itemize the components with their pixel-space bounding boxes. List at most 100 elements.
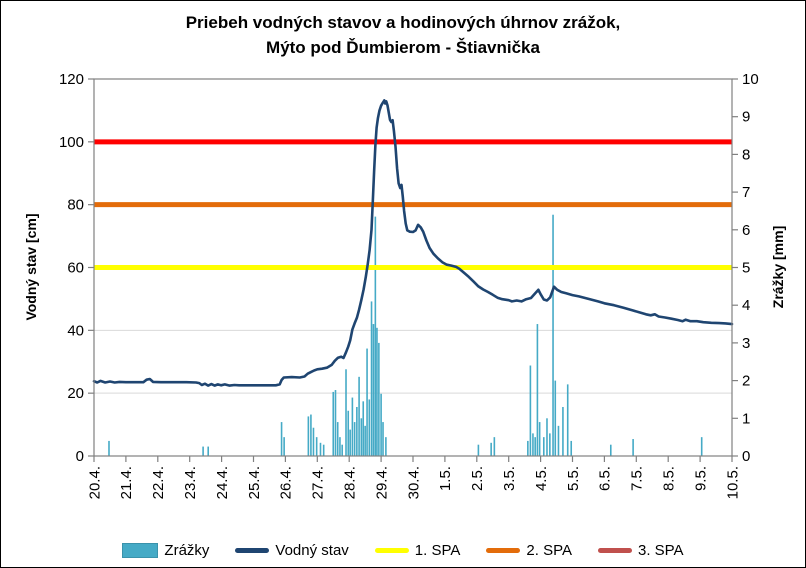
x-tick-label: 29.4. (373, 466, 390, 499)
right-tick-label: 1 (742, 410, 750, 427)
precip-bar (370, 301, 373, 456)
precip-bar (552, 214, 554, 456)
x-tick-label: 25.4. (246, 466, 263, 499)
x-tick-label: 27.4. (310, 466, 327, 499)
precip-bar (538, 422, 541, 456)
precip-bar (283, 437, 285, 456)
precip-bar (632, 439, 634, 456)
legend-label: 2. SPA (526, 542, 572, 559)
precip-bar (380, 393, 382, 456)
x-tick-label: 9.5. (692, 466, 709, 491)
x-tick-label: 26.4. (278, 466, 295, 499)
left-tick-label: 80 (67, 197, 84, 214)
precip-bar (490, 442, 492, 456)
x-tick-label: 6.5. (597, 466, 614, 491)
precip-bar (546, 418, 548, 456)
left-tick-label: 60 (67, 260, 84, 277)
precip-bar (207, 446, 210, 456)
x-tick-label: 3.5. (501, 466, 518, 491)
left-tick-label: 100 (59, 134, 84, 151)
precip-bar (358, 376, 360, 456)
precip-bar (351, 397, 354, 456)
right-tick-label: 0 (742, 448, 750, 465)
x-tick-label: 8.5. (660, 466, 677, 491)
left-tick-label: 0 (76, 448, 84, 465)
x-tick-label: 28.4. (341, 466, 358, 499)
right-tick-label: 8 (742, 146, 750, 163)
precip-bar (362, 401, 365, 456)
precip-bar (378, 342, 380, 456)
x-tick-label: 30.4. (405, 466, 422, 499)
x-tick-label: 4.5. (533, 466, 550, 491)
precip-bar (554, 380, 557, 456)
precip-bar (280, 422, 283, 456)
precip-bar (108, 440, 110, 456)
chart-title-line1: Priebeh vodných stavov a hodinových úhrn… (185, 13, 621, 32)
precip-bar (345, 369, 347, 456)
precip-bar (529, 365, 532, 456)
chart-title-line2: Mýto pod Ďumbierom - Štiavnička (266, 38, 540, 57)
precip-bar (336, 422, 339, 456)
x-tick-label: 1.5. (437, 466, 454, 491)
right-tick-label: 2 (742, 373, 750, 390)
water-level-line (92, 99, 734, 387)
legend-label: 3. SPA (637, 542, 684, 559)
right-tick-label: 4 (742, 297, 750, 314)
left-tick-label: 20 (67, 385, 84, 402)
precip-bar (347, 410, 350, 456)
legend-item-4: 2. SPA (486, 542, 572, 559)
precip-bar (374, 216, 377, 456)
precip-bar (376, 327, 378, 456)
precip-bar (368, 399, 371, 456)
legend-swatch (374, 548, 409, 553)
legend-item-1: Zrážky (122, 542, 209, 559)
precip-bar (364, 425, 366, 456)
precip-bar (557, 425, 560, 456)
precip-bar (493, 437, 496, 456)
precip-bar (332, 391, 335, 456)
legend-label: Vodný stav (275, 542, 349, 559)
precip-bar (385, 437, 387, 456)
right-tick-label: 5 (742, 260, 750, 277)
precip-bar (570, 440, 573, 456)
legend-swatch (235, 548, 270, 553)
right-tick-label: 3 (742, 335, 750, 352)
legend-swatch (486, 548, 521, 553)
precip-bar (360, 418, 363, 456)
x-tick-label: 10.5. (724, 466, 741, 499)
left-tick-label: 40 (67, 322, 84, 339)
right-tick-label: 6 (742, 222, 750, 239)
precip-bar (349, 429, 351, 456)
precip-bar (542, 437, 545, 456)
precip-bar (310, 414, 312, 456)
precip-bar (700, 437, 703, 456)
precip-bar (382, 422, 384, 456)
x-tick-label: 22.4. (150, 466, 167, 499)
legend-item-5: 3. SPA (597, 542, 684, 559)
precip-bar (339, 437, 341, 456)
x-tick-label: 7.5. (629, 466, 646, 491)
chart-title: Priebeh vodných stavov a hodinových úhrn… (1, 10, 805, 60)
precip-bar (334, 390, 337, 456)
precip-bar (609, 444, 612, 456)
precip-bar (562, 406, 564, 456)
legend-swatch (597, 548, 632, 553)
precip-bar (527, 440, 529, 456)
right-tick-label: 9 (742, 109, 750, 126)
left-tick-label: 120 (59, 71, 84, 88)
precip-bar (341, 444, 343, 456)
legend-item-2: Vodný stav (235, 542, 349, 559)
x-tick-label: 20.4. (86, 466, 103, 499)
precip-bar (536, 324, 539, 456)
precip-bar (534, 437, 536, 456)
x-tick-label: 23.4. (182, 466, 199, 499)
x-tick-label: 5.5. (565, 466, 582, 491)
precip-bar (322, 444, 325, 456)
precip-bar (353, 422, 356, 456)
legend-label: Zrážky (164, 542, 210, 559)
x-tick-label: 24.4. (214, 466, 231, 499)
x-tick-label: 2.5. (469, 466, 486, 491)
precip-bar (477, 444, 480, 456)
